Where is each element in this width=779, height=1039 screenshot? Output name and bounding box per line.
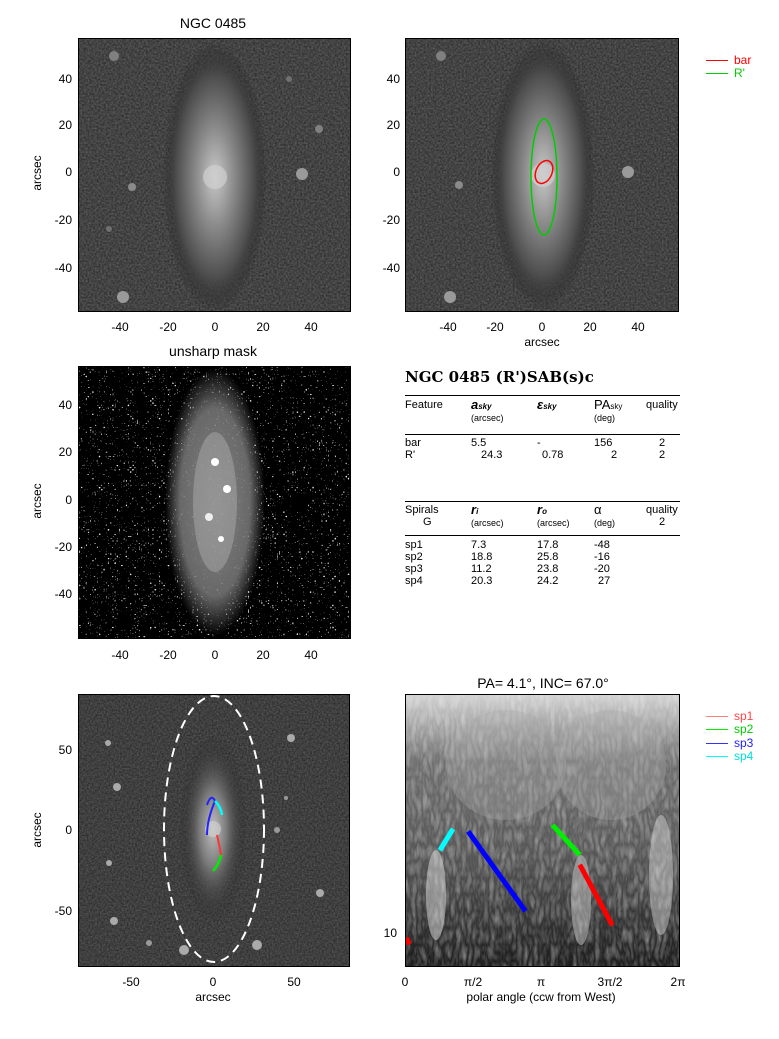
legend-sp2: sp2	[706, 722, 753, 736]
ml-ytick: 40	[58, 398, 72, 412]
legend-sp1: sp1	[706, 709, 753, 723]
top-left-image	[78, 38, 351, 312]
sp1-arm	[216, 834, 222, 856]
ml-ytick: -40	[54, 587, 72, 601]
br-xtick: 3π/2	[597, 975, 623, 989]
top-right-image	[405, 38, 679, 312]
galaxy-image	[79, 39, 350, 311]
feature-row-name: R'	[405, 449, 416, 461]
sp2-series-line	[550, 823, 582, 857]
bar-ellipse	[534, 159, 554, 185]
tr-ytick: 20	[386, 118, 400, 132]
ro-header: ro	[537, 502, 547, 517]
br-xtick: 0	[401, 975, 409, 989]
bottom-right-title: PA= 4.1°, INC= 67.0°	[477, 675, 609, 691]
galaxy-deprojected-image	[79, 695, 349, 966]
tr-xtick: -20	[486, 320, 504, 334]
bl-xtick: 50	[287, 975, 301, 989]
legend-sp4: sp4	[706, 749, 753, 763]
sp4-series-line	[437, 827, 456, 852]
tr-xtick: -40	[439, 320, 457, 334]
bl-ytick: 0	[65, 823, 72, 837]
tl-ytick: 0	[65, 165, 72, 179]
tr-ytick: -40	[382, 261, 400, 275]
tl-ytick: -20	[54, 213, 72, 227]
br-ytick: 10	[383, 926, 397, 940]
br-xtick: π	[536, 975, 546, 989]
ml-ytick: 20	[58, 445, 72, 459]
bl-ytick: 50	[58, 743, 72, 757]
tl-xtick: 20	[256, 320, 270, 334]
polar-plot	[405, 694, 680, 967]
ml-xtick: 0	[211, 648, 219, 662]
unsharp-mask	[79, 367, 350, 638]
spiral-row-name: sp2	[405, 551, 423, 563]
legend-sp3: sp3	[706, 736, 753, 750]
br-xlabel: polar angle (ccw from West)	[466, 990, 616, 1004]
tr-xtick: 20	[583, 320, 597, 334]
ml-ytick: -20	[54, 540, 72, 554]
bl-ytick: -50	[54, 904, 72, 918]
ml-ylabel: arcsec	[30, 483, 44, 519]
unsharp-mask-image	[78, 366, 351, 639]
a-sky-header: asky	[471, 397, 492, 412]
spiral-row-name: sp1	[405, 539, 423, 551]
mid-left-title: unsharp mask	[169, 343, 257, 359]
tr-xtick: 0	[538, 320, 546, 334]
tl-ytick: 20	[58, 118, 72, 132]
br-xtick: 2π	[670, 975, 686, 989]
legend-r-prime: R'	[706, 66, 745, 80]
feature-row-name: bar	[405, 437, 421, 449]
bl-xlabel: arcsec	[195, 990, 231, 1004]
e-sky-header: εsky	[537, 397, 557, 412]
sp1-series-line	[577, 863, 615, 927]
tr-xlabel: arcsec	[524, 335, 560, 349]
pa-sky-header: PAsky	[594, 397, 623, 412]
br-xtick: π/2	[463, 975, 483, 989]
tr-ytick: 40	[386, 72, 400, 86]
tl-ylabel: arcsec	[30, 155, 44, 191]
tr-xtick: 40	[631, 320, 645, 334]
alpha-header: α	[594, 502, 602, 517]
sp3-series-line	[466, 829, 528, 913]
table-heading: NGC 0485 (R')SAB(s)c	[405, 368, 594, 386]
ml-ytick: 0	[65, 493, 72, 507]
tl-ytick: 40	[58, 72, 72, 86]
sp4-arm	[214, 800, 224, 816]
sp1-series-line	[406, 936, 412, 946]
polar-plot-svg	[406, 695, 679, 966]
sp2-arm	[212, 854, 223, 872]
spiral-row-name: sp4	[405, 575, 423, 587]
spiral-row-name: sp3	[405, 563, 423, 575]
parameters-table: Feature asky (arcsec) εsky PAsky (deg) q…	[405, 395, 680, 615]
bottom-left-image	[78, 694, 350, 967]
tl-xtick: 0	[211, 320, 219, 334]
bl-xtick: 0	[209, 975, 217, 989]
disk-ellipse	[163, 695, 265, 963]
ri-header: ri	[471, 502, 479, 517]
bl-xtick: -50	[122, 975, 140, 989]
ml-xtick: -40	[111, 648, 129, 662]
tr-ytick: 0	[393, 165, 400, 179]
ml-xtick: -20	[159, 648, 177, 662]
r-prime-ellipse	[530, 118, 558, 236]
legend-bar: bar	[706, 53, 751, 67]
tl-xtick: 40	[304, 320, 318, 334]
tl-xtick: -20	[159, 320, 177, 334]
tl-ytick: -40	[54, 261, 72, 275]
tl-xtick: -40	[111, 320, 129, 334]
bl-ylabel: arcsec	[30, 812, 44, 848]
ml-xtick: 40	[304, 648, 318, 662]
tr-ytick: -20	[382, 213, 400, 227]
top-left-title: NGC 0485	[179, 15, 247, 31]
galaxy-image-with-ellipses	[406, 39, 678, 311]
ml-xtick: 20	[256, 648, 270, 662]
